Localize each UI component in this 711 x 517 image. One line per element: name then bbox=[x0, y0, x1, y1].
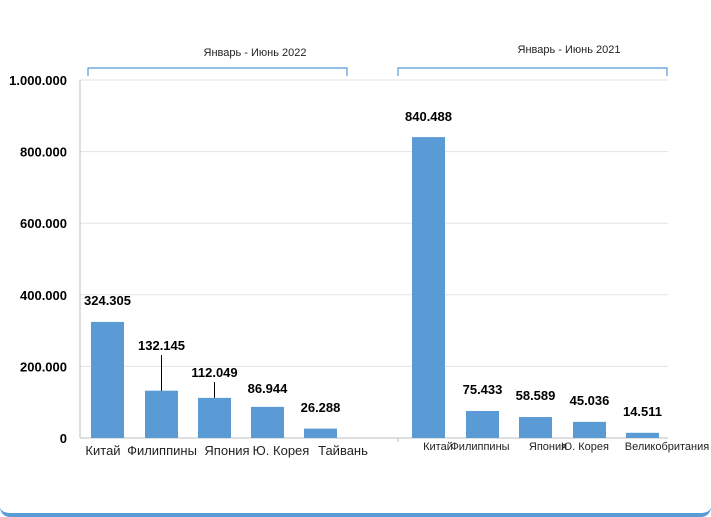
bar bbox=[145, 390, 178, 438]
data-label: 324.305 bbox=[84, 293, 131, 308]
data-label: 45.036 bbox=[570, 393, 610, 408]
data-label: 132.145 bbox=[138, 338, 185, 353]
category-label: Китай bbox=[85, 443, 120, 458]
category-label: Филиппины bbox=[450, 441, 509, 453]
bar bbox=[626, 432, 659, 438]
data-label: 112.049 bbox=[191, 365, 237, 380]
y-tick-label: 600.000 bbox=[20, 216, 67, 231]
category-label: Япония bbox=[204, 443, 249, 458]
bar bbox=[304, 428, 337, 438]
category-label: Ю. Корея bbox=[253, 443, 310, 458]
bar bbox=[466, 410, 499, 438]
y-tick-label: 1.000.000 bbox=[9, 73, 67, 88]
category-label: Тайвань bbox=[318, 443, 368, 458]
bar bbox=[519, 417, 552, 438]
category-label: Ю. Корея bbox=[561, 441, 609, 453]
category-label: Филиппины bbox=[127, 443, 197, 458]
category-label: Китай bbox=[423, 441, 453, 453]
bar bbox=[198, 397, 231, 438]
y-tick-label: 200.000 bbox=[20, 359, 67, 374]
bar bbox=[412, 137, 445, 439]
y-tick-label: 400.000 bbox=[20, 288, 67, 303]
data-label: 14.511 bbox=[623, 404, 662, 419]
data-label: 75.433 bbox=[463, 382, 503, 397]
y-tick-label: 800.000 bbox=[20, 145, 67, 160]
bar bbox=[251, 406, 284, 438]
category-label: Япония bbox=[529, 441, 567, 453]
group-title: Январь - Июнь 2021 bbox=[518, 44, 621, 56]
group-title: Январь - Июнь 2022 bbox=[204, 47, 307, 59]
category-label: Великобритания bbox=[625, 441, 710, 453]
bar bbox=[91, 321, 124, 438]
group-bracket bbox=[87, 67, 348, 76]
bar bbox=[573, 421, 606, 438]
data-label: 86.944 bbox=[248, 381, 289, 396]
group-bracket bbox=[397, 67, 668, 76]
y-tick-label: 0 bbox=[60, 431, 67, 446]
data-label: 58.589 bbox=[516, 388, 556, 403]
data-label: 26.288 bbox=[301, 400, 341, 415]
data-label: 840.488 bbox=[405, 109, 452, 124]
